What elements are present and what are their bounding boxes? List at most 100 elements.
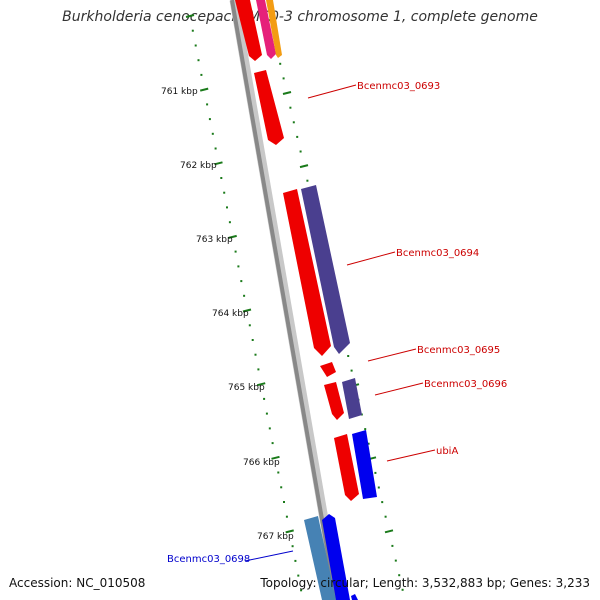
outer-track-dot	[384, 515, 387, 518]
gene-arrow-bcenmc03-0698[interactable]	[304, 516, 336, 600]
tick-label-762: 762 kbp	[180, 161, 217, 171]
outer-track-dot	[398, 574, 401, 577]
ruler-major-tick	[228, 234, 237, 239]
ruler-major-tick	[285, 529, 294, 534]
outer-track-dot	[367, 442, 370, 445]
ruler-dot	[265, 412, 268, 415]
backbone	[230, 0, 338, 600]
outer-track-dot	[282, 77, 285, 80]
ruler-dot	[226, 206, 228, 209]
tick-label-764: 764 kbp	[212, 309, 249, 319]
ruler-dot	[285, 515, 288, 518]
ruler-dot	[206, 103, 209, 106]
gene-arrow-top-orange[interactable]	[266, 0, 282, 58]
outer-track-major-tick	[384, 529, 394, 534]
outer-track-dot	[306, 179, 309, 182]
outer-track-dot	[279, 62, 282, 65]
gene-arrow-bcenmc03-0696[interactable]	[324, 382, 344, 420]
gene-arrow-bcenmc03-0698-blue[interactable]	[322, 514, 350, 600]
tick-label-767: 767 kbp	[257, 532, 294, 542]
ruler-major-tick	[271, 455, 280, 460]
ruler-dot	[228, 221, 231, 224]
gene-arrow-bcenmc03-0694[interactable]	[283, 189, 331, 356]
leader-line-bcenmc03-0698	[244, 550, 294, 562]
outer-track-major-tick	[299, 164, 309, 169]
gene-label-bcenmc03-0694[interactable]: Bcenmc03_0694	[396, 248, 479, 259]
ruler-dot	[300, 589, 303, 592]
outer-track-dot	[391, 544, 394, 547]
tick-label-766: 766 kbp	[243, 458, 280, 468]
ruler-dot	[248, 324, 251, 327]
ruler-major-tick	[242, 308, 252, 313]
ruler-major-tick	[214, 161, 223, 166]
leader-line-ubia	[386, 449, 436, 462]
outer-track-dot	[299, 150, 302, 153]
gene-arrow-bcenmc03-0693[interactable]	[254, 70, 284, 145]
ruler-dot	[297, 574, 300, 577]
ruler-dot	[234, 250, 237, 253]
accession-text: Accession: NC_010508	[9, 576, 146, 590]
gene-label-bcenmc03-0696[interactable]: Bcenmc03_0696	[424, 379, 507, 390]
ruler-dot	[197, 59, 200, 62]
outer-track-dot	[292, 121, 295, 124]
outer-track-dot	[296, 135, 299, 138]
gene-arrow-top-magenta[interactable]	[256, 0, 276, 59]
ruler-dot	[191, 29, 194, 32]
outer-track-dot	[374, 471, 377, 474]
leader-line-bcenmc03-0695	[367, 348, 417, 362]
ruler-dot	[214, 147, 217, 150]
ruler-dot	[280, 486, 283, 489]
ruler-dot	[277, 471, 280, 474]
outer-track-major-tick	[282, 91, 292, 95]
ruler-dot	[263, 397, 266, 400]
ruler-dot	[254, 353, 257, 356]
gene-label-bcenmc03-0693[interactable]: Bcenmc03_0693	[357, 81, 440, 92]
ruler-dot	[208, 118, 211, 121]
ruler-dot	[271, 442, 274, 445]
outer-track-dot	[401, 588, 404, 591]
leader-line-bcenmc03-0693	[307, 84, 357, 99]
map-title: Burkholderia cenocepacia MC0-3 chromosom…	[62, 9, 538, 25]
outer-track-dot	[394, 559, 397, 562]
tick-label-765: 765 kbp	[228, 383, 265, 393]
ruler-dot	[211, 132, 214, 135]
gene-label-bcenmc03-0695[interactable]: Bcenmc03_0695	[417, 345, 500, 356]
outer-track-dot	[381, 501, 384, 504]
outer-track-dot	[364, 428, 367, 431]
ruler-dot	[243, 294, 246, 297]
gene-arrow-bcenmc03-0696-purple[interactable]	[342, 378, 362, 419]
gene-arrow-bottom-partial[interactable]	[351, 594, 358, 600]
outer-track-dot	[377, 486, 380, 489]
ruler-dot	[294, 559, 297, 562]
ruler-major-tick	[199, 87, 209, 92]
ruler-dot	[291, 545, 294, 548]
ruler-major-tick	[185, 14, 195, 18]
ruler-dot	[240, 280, 243, 283]
ruler-major-tick	[256, 382, 266, 387]
outer-track-dot	[347, 355, 350, 357]
gene-arrow-top-red[interactable]	[235, 0, 262, 61]
topology-summary-text: Topology: circular; Length: 3,532,883 bp…	[260, 576, 590, 590]
ruler-dot	[237, 265, 240, 268]
leader-line-bcenmc03-0696	[374, 382, 424, 396]
gene-arrow-ubia[interactable]	[334, 434, 359, 501]
outer-track-dot	[350, 369, 353, 372]
ruler-dot	[268, 427, 271, 430]
tick-label-761: 761 kbp	[161, 87, 198, 97]
gene-label-bcenmc03-0698[interactable]: Bcenmc03_0698	[167, 554, 250, 565]
ruler-dot	[200, 73, 203, 76]
gene-arrow-ubia-blue[interactable]	[352, 430, 377, 499]
ruler-dot	[251, 339, 254, 341]
outer-track-dot	[289, 106, 292, 109]
gene-arrow-bcenmc03-0694-purple[interactable]	[301, 185, 350, 354]
gene-label-ubia[interactable]: ubiA	[436, 446, 458, 457]
ruler-dot	[194, 44, 197, 47]
ruler-dot	[283, 501, 285, 503]
gene-arrow-bcenmc03-0695[interactable]	[320, 362, 336, 377]
tick-label-763: 763 kbp	[196, 235, 233, 245]
ruler-dot	[257, 368, 260, 371]
ruler-dot	[220, 177, 223, 179]
leader-line-bcenmc03-0694	[346, 251, 396, 266]
ruler-dot-track	[185, 14, 303, 592]
